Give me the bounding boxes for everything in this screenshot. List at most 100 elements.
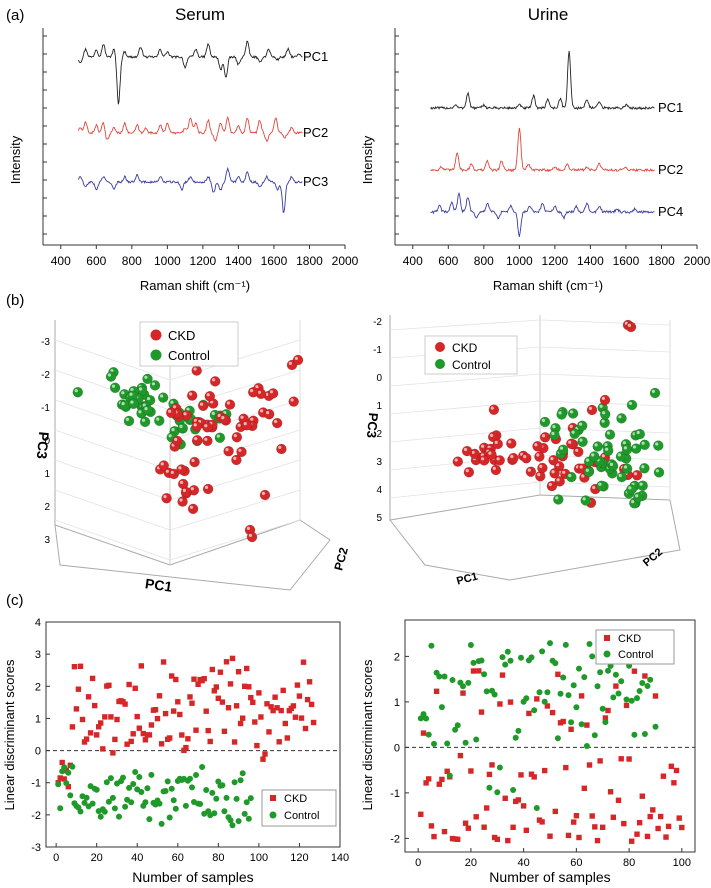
urine-x-tick-label: 2000	[684, 254, 711, 268]
urine-lda-point-ckd	[436, 781, 442, 787]
serum-3d-z-tick-label: -1	[41, 403, 50, 414]
urine-lda-point-ckd	[652, 693, 659, 699]
serum-3d-point-ckd-highlight	[257, 390, 261, 394]
urine-3d-point-control-highlight	[632, 445, 637, 449]
urine-lda-point-ckd	[602, 715, 609, 721]
urine-3d-legend-ckd-marker	[435, 342, 445, 352]
urine-lda-point-ckd	[510, 824, 516, 830]
urine-3d-point-control	[553, 494, 564, 505]
serum-lda-point-control	[126, 784, 133, 791]
urine-lda-point-ckd	[660, 773, 667, 779]
urine-lda-point-ckd	[607, 789, 614, 795]
urine-lda-point-control	[573, 704, 580, 711]
urine-3d-point-control	[566, 471, 577, 483]
serum-3d-point-ckd-highlight	[163, 495, 167, 499]
serum-3d-zlabel: PC3	[34, 431, 52, 460]
serum-lda-point-ckd	[92, 702, 98, 709]
serum-lda-point-ckd	[298, 715, 305, 721]
serum-lda-point-control	[132, 769, 139, 775]
urine-lda-point-ckd	[605, 707, 611, 714]
serum-lda-point-control	[247, 795, 254, 802]
serum-3d-point-control-highlight	[168, 434, 172, 438]
serum-3d-back-wall	[54, 320, 301, 566]
serum-3d-point-ckd	[180, 486, 192, 498]
urine-3d-point-ckd-highlight	[481, 457, 485, 461]
serum-lda-point-control	[182, 802, 189, 809]
urine-3d-point-control-highlight	[601, 419, 605, 423]
serum-3d-point-ckd-highlight	[240, 415, 244, 419]
serum-3d-point-ckd-highlight	[225, 448, 229, 452]
urine-3d-point-ckd	[586, 404, 598, 416]
urine-lda-point-ckd	[499, 672, 506, 678]
serum-lda-point-ckd	[124, 741, 130, 747]
serum-lda-point-ckd	[57, 775, 63, 781]
serum-3d-point-ckd-highlight	[248, 533, 252, 538]
serum-3d-point-ckd-highlight	[206, 393, 210, 397]
urine-3d-point-control-highlight	[628, 486, 632, 490]
urine-3d-grid-line	[539, 319, 671, 326]
serum-series-label-pc1: PC1	[303, 49, 328, 64]
serum-lda-point-control	[67, 792, 74, 799]
urine-3d-point-ckd	[490, 464, 502, 476]
serum-lda-point-ckd	[130, 731, 136, 737]
urine-lda-point-ckd	[642, 673, 648, 679]
serum-3d-point-control-highlight	[74, 389, 78, 393]
urine-lda-point-control	[615, 690, 622, 697]
serum-3d-point-ckd-highlight	[250, 389, 254, 393]
serum-x-tick-label: 1800	[296, 254, 323, 268]
serum-3d-point-ckd	[236, 446, 247, 458]
urine-lda-point-ckd	[594, 837, 601, 844]
urine-3d-point-control-highlight	[605, 447, 609, 451]
urine-3d-point-control	[592, 441, 603, 452]
serum-3d-point-ckd	[192, 434, 203, 446]
urine-lda-point-ckd	[644, 833, 651, 840]
urine-3d-grid-line	[389, 373, 541, 387]
serum-lda-legend-ckd-marker	[270, 795, 276, 801]
serum-3d-point-ckd-highlight	[178, 466, 182, 470]
urine-lda-point-control	[452, 726, 459, 733]
serum-3d-point-control	[105, 371, 117, 382]
urine-3d-point-control	[639, 439, 650, 451]
serum-3d-grid-line	[54, 399, 171, 441]
urine-series-label-pc1: PC1	[658, 100, 683, 115]
serum-lda-y-tick-label: 4	[35, 617, 41, 629]
urine-3d-z-tick-label: -2	[373, 317, 382, 328]
serum-lda-point-ckd	[175, 699, 181, 705]
serum-lda-point-control	[146, 816, 153, 823]
serum-3d-point-ckd	[231, 431, 243, 443]
urine-x-tick-label: 1400	[577, 254, 604, 268]
urine-3d-ylabel: PC2	[641, 546, 665, 569]
serum-lda-point-ckd	[187, 694, 193, 700]
serum-x-tick-label: 800	[122, 254, 142, 268]
urine-lda-point-ckd	[650, 807, 656, 813]
urine-lda-point-control	[544, 689, 551, 696]
serum-lda-x-tick-label: 120	[290, 852, 308, 864]
urine-lda-point-ckd	[560, 718, 566, 725]
serum-lda-y-tick-label: 2	[35, 681, 41, 693]
urine-lda-point-ckd	[507, 699, 514, 705]
urine-lda-point-ckd	[621, 820, 627, 827]
urine-3d-point-control-highlight	[541, 418, 546, 422]
serum-lda-ylabel: Linear discriminant scores	[2, 659, 17, 811]
urine-lda-point-control	[465, 679, 472, 686]
serum-3d-point-ckd-highlight	[221, 416, 225, 420]
serum-lda-point-ckd	[132, 685, 138, 691]
serum-lda-point-ckd	[302, 725, 309, 732]
urine-3d-point-control	[549, 429, 560, 441]
urine-3d-point-ckd-highlight	[496, 457, 500, 461]
urine-lda-x-tick-label: 60	[570, 857, 582, 869]
serum-lda-point-ckd	[237, 720, 244, 727]
serum-lda-point-ckd	[61, 776, 67, 782]
urine-lda-y-tick-label: 1	[394, 697, 400, 709]
serum-lda-point-control	[164, 778, 171, 785]
urine-lda-point-ckd	[629, 838, 635, 844]
serum-lda-point-control	[235, 818, 242, 825]
urine-lda-point-ckd	[576, 834, 582, 841]
serum-3d-point-control-highlight	[146, 397, 151, 401]
urine-lda-point-ckd	[428, 823, 435, 829]
urine-lda-point-control	[510, 787, 517, 793]
urine-3d-point-ckd	[599, 394, 611, 406]
serum-series-label-pc3: PC3	[303, 174, 328, 189]
serum-3d-point-ckd	[219, 413, 230, 425]
urine-xlabel: Raman shift (cm⁻¹)	[493, 278, 603, 293]
